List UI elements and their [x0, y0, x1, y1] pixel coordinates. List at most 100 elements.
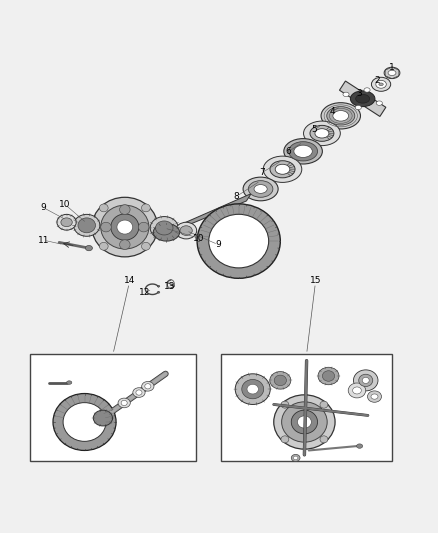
- Ellipse shape: [254, 184, 267, 193]
- Ellipse shape: [141, 243, 150, 250]
- Ellipse shape: [371, 77, 391, 91]
- Text: 9: 9: [215, 240, 221, 249]
- Text: 3: 3: [356, 89, 362, 98]
- Ellipse shape: [293, 456, 298, 459]
- Text: 6: 6: [285, 147, 291, 156]
- Polygon shape: [165, 193, 251, 235]
- Text: 5: 5: [311, 125, 318, 134]
- Ellipse shape: [388, 70, 396, 76]
- Ellipse shape: [348, 383, 366, 398]
- Ellipse shape: [379, 83, 383, 86]
- Ellipse shape: [248, 181, 273, 197]
- Ellipse shape: [92, 197, 158, 257]
- Ellipse shape: [291, 455, 300, 462]
- Ellipse shape: [270, 161, 295, 178]
- Text: 8: 8: [233, 192, 240, 201]
- Ellipse shape: [350, 91, 375, 107]
- Text: 14: 14: [124, 276, 135, 285]
- Ellipse shape: [376, 80, 386, 88]
- Text: 10: 10: [59, 200, 71, 209]
- Ellipse shape: [310, 125, 334, 141]
- Ellipse shape: [320, 436, 328, 443]
- Ellipse shape: [85, 246, 92, 251]
- Ellipse shape: [284, 139, 322, 164]
- Ellipse shape: [99, 243, 108, 250]
- Ellipse shape: [357, 444, 363, 448]
- Ellipse shape: [367, 391, 381, 402]
- Ellipse shape: [145, 384, 151, 389]
- Ellipse shape: [315, 128, 329, 138]
- Bar: [30, 354, 196, 462]
- Ellipse shape: [327, 107, 355, 125]
- Ellipse shape: [355, 106, 361, 110]
- Ellipse shape: [333, 110, 349, 121]
- Text: 10: 10: [193, 233, 204, 243]
- Ellipse shape: [176, 222, 197, 239]
- Ellipse shape: [111, 214, 139, 240]
- Text: 2: 2: [375, 76, 380, 85]
- Ellipse shape: [362, 377, 369, 383]
- Text: 1: 1: [389, 63, 395, 72]
- Ellipse shape: [294, 145, 312, 157]
- Ellipse shape: [353, 370, 378, 391]
- Ellipse shape: [322, 371, 335, 381]
- Ellipse shape: [243, 177, 278, 201]
- Ellipse shape: [356, 94, 370, 103]
- Ellipse shape: [384, 67, 400, 78]
- Ellipse shape: [235, 374, 270, 405]
- Ellipse shape: [270, 372, 291, 389]
- Ellipse shape: [376, 101, 382, 106]
- Ellipse shape: [133, 387, 145, 398]
- Ellipse shape: [209, 214, 268, 268]
- Text: 4: 4: [329, 107, 335, 116]
- Ellipse shape: [157, 285, 160, 287]
- Text: 15: 15: [310, 276, 321, 285]
- Ellipse shape: [289, 142, 318, 161]
- Ellipse shape: [101, 205, 149, 249]
- Ellipse shape: [121, 400, 127, 406]
- Ellipse shape: [117, 220, 133, 234]
- Ellipse shape: [353, 387, 361, 394]
- Ellipse shape: [61, 218, 72, 227]
- Ellipse shape: [263, 156, 302, 182]
- Ellipse shape: [281, 401, 289, 408]
- Ellipse shape: [318, 367, 339, 385]
- Ellipse shape: [291, 410, 318, 434]
- Ellipse shape: [120, 205, 130, 214]
- Ellipse shape: [142, 382, 154, 391]
- Ellipse shape: [141, 204, 150, 212]
- Text: 12: 12: [139, 288, 150, 297]
- Text: 11: 11: [38, 236, 49, 245]
- Ellipse shape: [153, 223, 180, 241]
- Ellipse shape: [247, 384, 258, 394]
- Ellipse shape: [57, 214, 76, 230]
- Ellipse shape: [138, 222, 149, 232]
- Ellipse shape: [364, 88, 370, 92]
- Ellipse shape: [242, 379, 264, 399]
- Bar: [221, 354, 392, 462]
- Ellipse shape: [53, 393, 116, 450]
- Ellipse shape: [157, 292, 160, 293]
- Ellipse shape: [63, 402, 106, 441]
- Ellipse shape: [78, 218, 95, 233]
- Ellipse shape: [274, 395, 335, 449]
- Polygon shape: [339, 81, 386, 116]
- Ellipse shape: [93, 410, 113, 426]
- Ellipse shape: [150, 216, 178, 239]
- Ellipse shape: [67, 381, 72, 384]
- Ellipse shape: [359, 374, 373, 386]
- Ellipse shape: [275, 164, 290, 174]
- Ellipse shape: [343, 92, 349, 96]
- Ellipse shape: [282, 402, 327, 442]
- Text: 13: 13: [164, 282, 176, 290]
- Ellipse shape: [120, 240, 130, 249]
- Text: 7: 7: [259, 168, 265, 177]
- Ellipse shape: [321, 103, 360, 129]
- Ellipse shape: [99, 204, 108, 212]
- Ellipse shape: [297, 416, 311, 428]
- Ellipse shape: [281, 436, 289, 443]
- Ellipse shape: [101, 222, 111, 232]
- Text: 9: 9: [40, 203, 46, 212]
- Ellipse shape: [118, 398, 130, 408]
- Ellipse shape: [197, 204, 280, 278]
